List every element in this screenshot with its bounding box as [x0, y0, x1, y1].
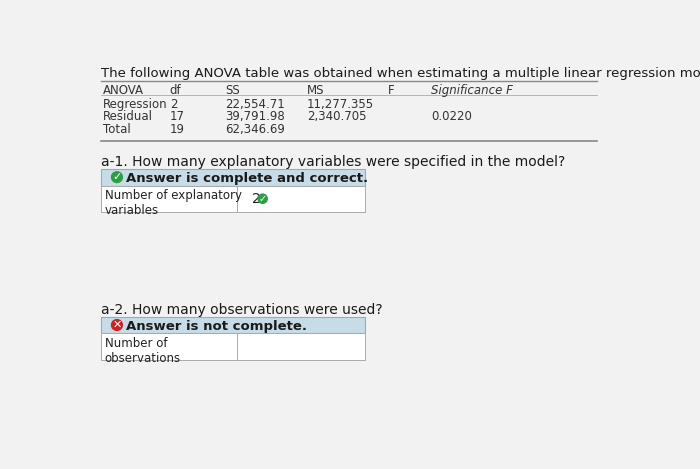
Text: ✓: ✓ — [258, 194, 267, 204]
Text: a-1. How many explanatory variables were specified in the model?: a-1. How many explanatory variables were… — [102, 155, 566, 169]
FancyBboxPatch shape — [102, 317, 365, 333]
Circle shape — [258, 194, 267, 204]
Text: ANOVA: ANOVA — [103, 84, 144, 97]
Text: 2: 2 — [252, 192, 260, 206]
FancyBboxPatch shape — [102, 333, 237, 360]
Text: Number of explanatory
variables: Number of explanatory variables — [104, 189, 242, 218]
Circle shape — [111, 172, 122, 182]
Text: 17: 17 — [169, 110, 185, 123]
Text: 0.0220: 0.0220 — [430, 110, 472, 123]
Text: F: F — [389, 84, 395, 97]
Text: 62,346.69: 62,346.69 — [225, 122, 286, 136]
Text: Number of
observations: Number of observations — [104, 337, 181, 365]
Circle shape — [111, 319, 122, 330]
Text: 11,277.355: 11,277.355 — [307, 98, 374, 111]
Text: Answer is complete and correct.: Answer is complete and correct. — [126, 172, 368, 185]
Text: MS: MS — [307, 84, 324, 97]
FancyBboxPatch shape — [102, 186, 237, 212]
Text: a-2. How many observations were used?: a-2. How many observations were used? — [102, 303, 383, 317]
Text: Regression: Regression — [103, 98, 167, 111]
Text: Residual: Residual — [103, 110, 153, 123]
Text: 2: 2 — [169, 98, 177, 111]
Text: The following ANOVA table was obtained when estimating a multiple linear regress: The following ANOVA table was obtained w… — [102, 67, 700, 80]
Text: ✓: ✓ — [112, 172, 122, 182]
Text: 22,554.71: 22,554.71 — [225, 98, 285, 111]
Text: SS: SS — [225, 84, 240, 97]
Text: Significance F: Significance F — [430, 84, 512, 97]
FancyBboxPatch shape — [237, 333, 365, 360]
FancyBboxPatch shape — [237, 186, 365, 212]
Text: Total: Total — [103, 122, 131, 136]
FancyBboxPatch shape — [102, 169, 365, 186]
Text: ✕: ✕ — [112, 320, 122, 330]
Text: 19: 19 — [169, 122, 185, 136]
Text: 2,340.705: 2,340.705 — [307, 110, 366, 123]
Text: df: df — [169, 84, 181, 97]
Text: 39,791.98: 39,791.98 — [225, 110, 285, 123]
Text: Answer is not complete.: Answer is not complete. — [126, 319, 307, 333]
